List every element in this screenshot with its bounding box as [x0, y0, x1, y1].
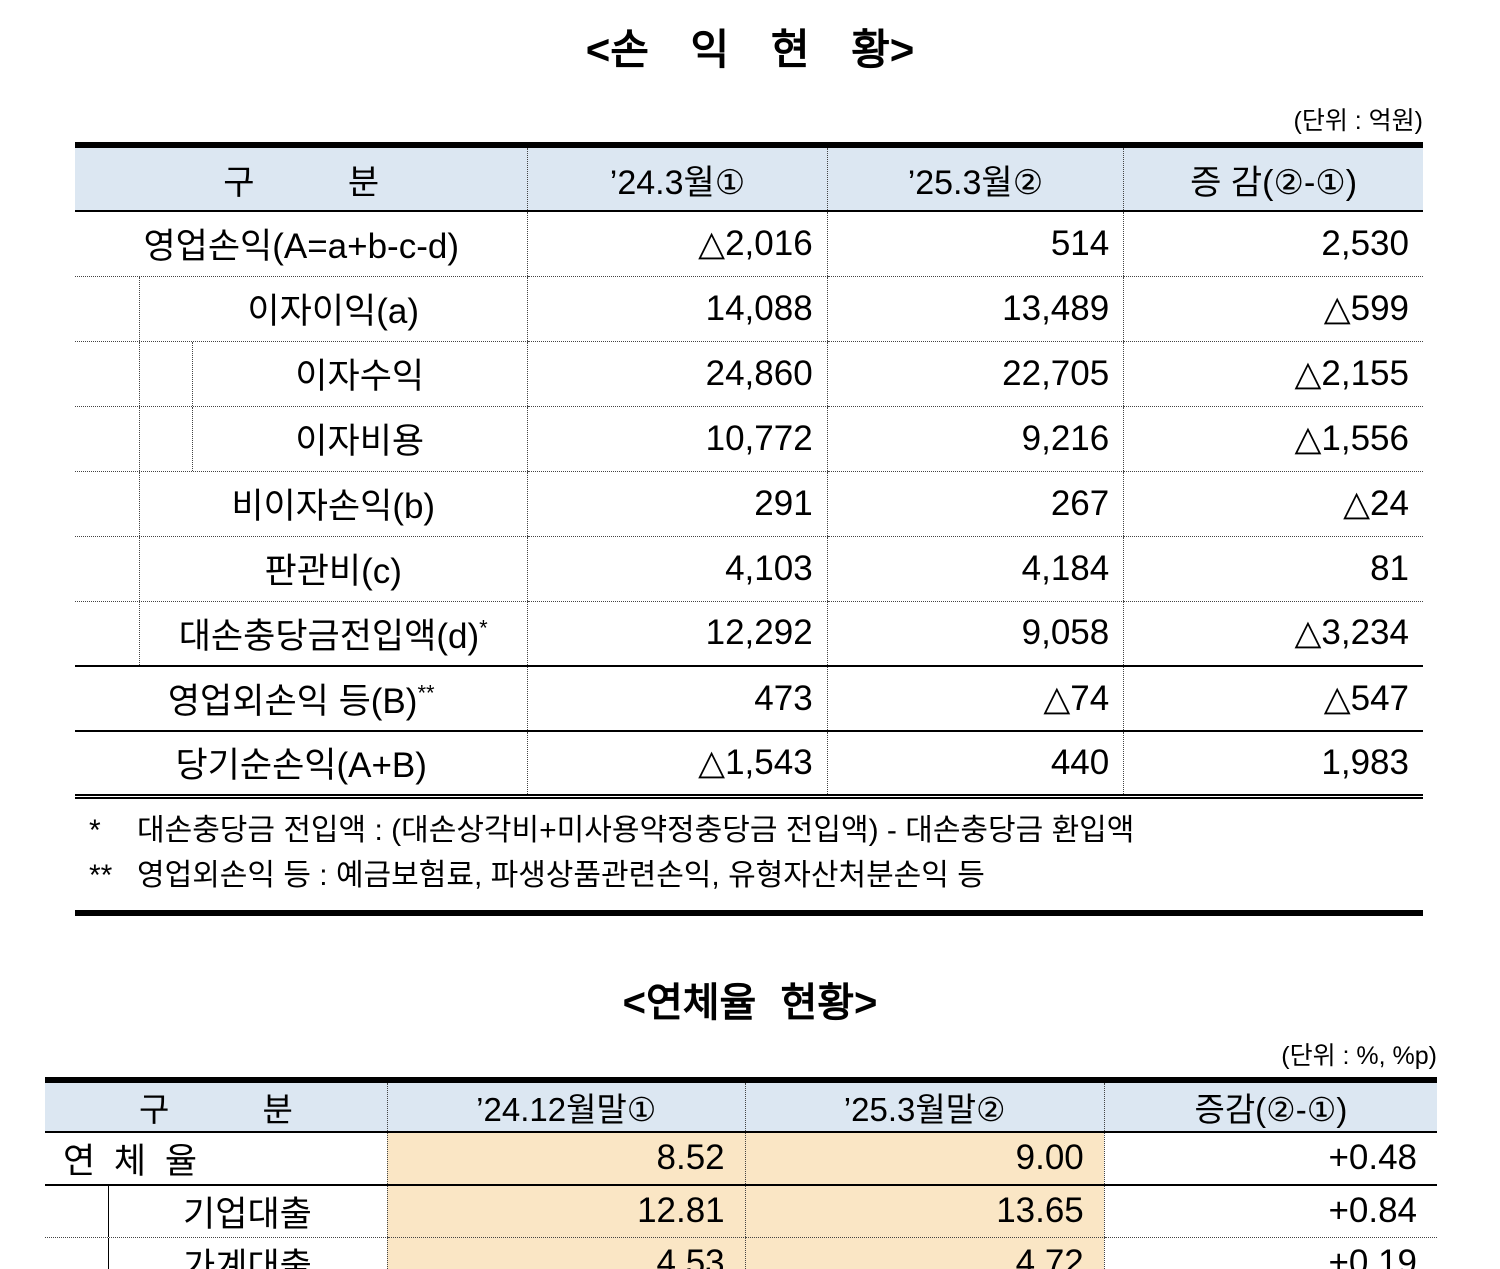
table2-header-2412: ’24.12월말①	[386, 1079, 746, 1133]
value-cell: △599	[1123, 276, 1423, 342]
table-row: 이자수익 24,860 22,705 △2,155	[75, 341, 1423, 407]
table-row: 영업손익(A=a+b-c-d) △2,016 514 2,530	[75, 211, 1423, 277]
table2-header-category: 구 분	[45, 1079, 388, 1133]
value-cell: △1,556	[1123, 406, 1423, 472]
value-cell: +0.84	[1103, 1184, 1437, 1238]
value-cell: 9,216	[826, 406, 1124, 472]
footnote: * 대손충당금 전입액 : (대손상각비+미사용약정충당금 전입액) - 대손충당…	[89, 813, 1135, 847]
value-cell: △3,234	[1123, 601, 1423, 667]
value-cell: +0.48	[1103, 1131, 1437, 1186]
value-cell: 2,530	[1123, 211, 1423, 277]
table2-title: <연체율 현황>	[622, 980, 878, 1025]
table1-unit-label: (단위 : 억원)	[1293, 107, 1424, 135]
row-label: 당기순손익(A+B)	[175, 746, 427, 786]
profit-loss-table: 구 분 ’24.3월① ’25.3월② 증 감(②-①) 영업손익(A=a+b-…	[75, 142, 1423, 916]
table-row: 판관비(c) 4,103 4,184 81	[75, 536, 1423, 602]
row-label: 대손충당금전입액(d)*	[75, 601, 528, 667]
row-label: 비이자손익(b)	[75, 471, 528, 537]
value-cell: △1,543	[527, 731, 828, 796]
value-cell: 4,103	[527, 536, 828, 602]
value-cell: 9.00	[744, 1131, 1105, 1186]
table2-unit-label: (단위 : %, %p)	[1281, 1041, 1437, 1070]
delinquency-table: 구 분 ’24.12월말① ’25.3월말② 증감(②-①) 연 체 율 8.5…	[45, 1076, 1437, 1269]
table-row: 가계대출 4.53 4.72 +0.19	[45, 1237, 1437, 1269]
row-label: 가계대출	[45, 1237, 387, 1269]
table1-header-row: 구 분 ’24.3월① ’25.3월② 증 감(②-①)	[75, 145, 1423, 212]
value-cell: 4.53	[386, 1237, 746, 1269]
table2-header-2503: ’25.3월말②	[744, 1079, 1105, 1133]
value-cell: 12.81	[386, 1184, 746, 1238]
table-row: 비이자손익(b) 291 267 △24	[75, 471, 1423, 537]
table-row: 기업대출 12.81 13.65 +0.84	[45, 1184, 1437, 1238]
row-label: 영업손익(A=a+b-c-d)	[75, 211, 528, 277]
row-label: 이자이익(a)	[75, 276, 528, 342]
footnote: ** 영업외손익 등 : 예금보험료, 파생상품관련손익, 유형자산처분손익 등	[89, 858, 985, 892]
value-cell: △2,155	[1123, 341, 1423, 407]
row-label: 연 체 율	[45, 1131, 388, 1186]
table1-header-2503: ’25.3월②	[826, 145, 1124, 212]
value-cell: 13.65	[744, 1184, 1105, 1238]
table1-title: <손 익 현 황>	[585, 26, 915, 73]
value-cell: 9,058	[826, 601, 1124, 667]
table1-header-change: 증 감(②-①)	[1123, 145, 1423, 212]
footnote-row: * 대손충당금 전입액 : (대손상각비+미사용약정충당금 전입액) - 대손충당…	[75, 793, 1423, 913]
table-row: 당기순손익(A+B) △1,543 440 1,983	[75, 731, 1423, 796]
table-row: 영업외손익 등(B)** 473 △74 △547	[75, 666, 1423, 732]
table1-header-category: 구 분	[75, 145, 528, 212]
row-label: 영업외손익 등(B)**	[75, 666, 528, 732]
value-cell: 81	[1123, 536, 1423, 602]
value-cell: 4,184	[826, 536, 1124, 602]
value-cell: +0.19	[1103, 1237, 1437, 1269]
value-cell: 24,860	[527, 341, 828, 407]
value-cell: 13,489	[826, 276, 1124, 342]
value-cell: △24	[1123, 471, 1423, 537]
row-label: 기업대출	[45, 1184, 388, 1238]
value-cell: 14,088	[527, 276, 828, 342]
value-cell: 440	[826, 731, 1124, 796]
table2-header-row: 구 분 ’24.12월말① ’25.3월말② 증감(②-①)	[45, 1079, 1437, 1133]
value-cell: 4.72	[744, 1237, 1105, 1269]
profit-loss-section: (단위 : 억원) 구 분 ’24.3월① ’25.3월② 증 감(②-①) 영…	[75, 101, 1423, 916]
value-cell: △547	[1123, 666, 1423, 732]
value-cell: 267	[826, 471, 1124, 537]
value-cell: 514	[826, 211, 1124, 277]
table-row: 이자비용 10,772 9,216 △1,556	[75, 406, 1423, 472]
value-cell: 291	[527, 471, 828, 537]
table-row: 연 체 율 8.52 9.00 +0.48	[45, 1131, 1437, 1186]
value-cell: 10,772	[527, 406, 828, 472]
value-cell: △74	[826, 666, 1124, 732]
table-row: 대손충당금전입액(d)* 12,292 9,058 △3,234	[75, 601, 1423, 667]
table-row: 이자이익(a) 14,088 13,489 △599	[75, 276, 1423, 342]
value-cell: 473	[527, 666, 828, 732]
row-label: 판관비(c)	[75, 536, 528, 602]
table1-header-2403: ’24.3월①	[527, 145, 828, 212]
value-cell: 22,705	[826, 341, 1124, 407]
footnotes: * 대손충당금 전입액 : (대손상각비+미사용약정충당금 전입액) - 대손충당…	[75, 793, 1423, 913]
value-cell: 1,983	[1123, 731, 1423, 796]
delinquency-section: (단위 : %, %p) 구 분 ’24.12월말① ’25.3월말② 증감(②…	[45, 1036, 1437, 1269]
row-label: 이자수익	[75, 341, 528, 407]
value-cell: 8.52	[386, 1131, 746, 1186]
table2-header-change: 증감(②-①)	[1103, 1079, 1437, 1133]
row-label: 이자비용	[75, 406, 528, 472]
value-cell: △2,016	[527, 211, 828, 277]
value-cell: 12,292	[527, 601, 828, 667]
